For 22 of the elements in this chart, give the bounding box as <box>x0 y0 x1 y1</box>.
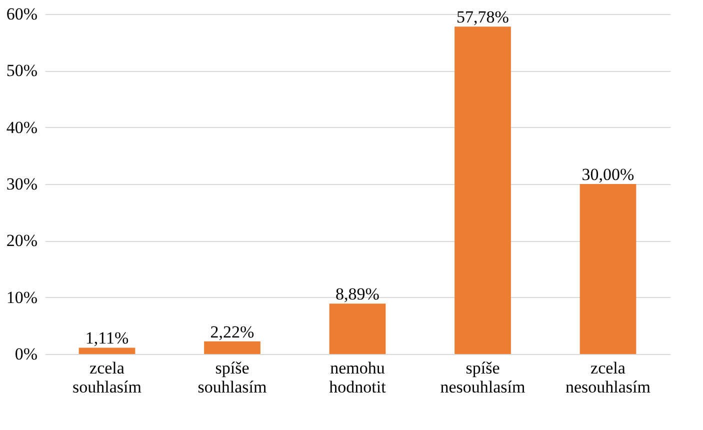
y-tick-label: 30% <box>6 174 38 194</box>
x-tick-label: spíše nesouhlasím <box>440 358 526 396</box>
bar <box>204 341 260 354</box>
y-tick-label: 50% <box>6 61 38 80</box>
bar <box>78 348 136 354</box>
y-tick-label: 40% <box>6 118 38 137</box>
y-tick-label: 20% <box>6 231 38 250</box>
x-tick-label: zcela nesouhlasím <box>566 358 650 396</box>
bar <box>454 26 511 354</box>
data-label: 1,11% <box>85 328 129 348</box>
y-tick-label: 60% <box>6 4 38 24</box>
y-tick-label: 10% <box>6 288 38 307</box>
data-label: 8,89% <box>336 284 380 304</box>
x-tick-label: zcela souhlasím <box>72 358 142 396</box>
bar <box>329 304 386 354</box>
y-tick-label: 0% <box>14 344 38 364</box>
x-tick-label: spíše souhlasím <box>198 358 267 396</box>
data-label: 57,78% <box>456 8 509 27</box>
x-tick-label: nemohu hodnotit <box>329 358 386 396</box>
data-label: 30,00% <box>582 165 634 184</box>
bar <box>580 184 636 354</box>
data-label: 2,22% <box>210 322 254 342</box>
